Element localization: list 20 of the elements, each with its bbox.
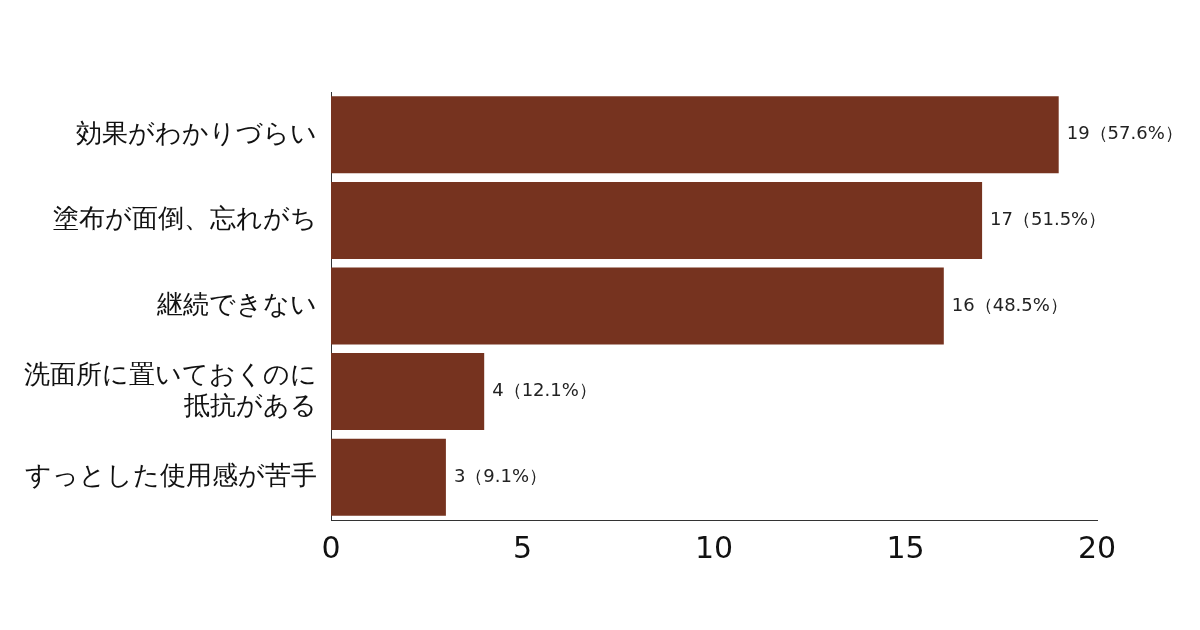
data-label: 3（9.1%） — [453, 464, 548, 486]
x-tick-label: 20 — [1077, 529, 1117, 565]
y-tick-label: すっとした使用感が苦手 — [25, 459, 317, 490]
bar — [331, 438, 446, 516]
y-tick-label: 塗布が面倒、忘れがち — [53, 203, 317, 234]
x-tick-label: 5 — [512, 529, 533, 565]
y-tick-label: 洗面所に置いておくのに抵抗がある — [24, 358, 317, 420]
bar — [331, 353, 485, 431]
y-tick-label: 効果がわかりづらい — [76, 117, 317, 148]
x-tick-label: 10 — [694, 529, 734, 565]
y-tick-label: 継続できない — [156, 288, 317, 319]
bar — [331, 267, 944, 345]
data-label: 19（57.6%） — [1066, 122, 1183, 144]
x-tick-label: 15 — [886, 529, 925, 565]
x-tick-label: 0 — [321, 529, 341, 565]
bar — [331, 181, 983, 259]
bar — [331, 96, 1059, 174]
data-label: 17（51.5%） — [990, 208, 1107, 230]
data-label: 4（12.1%） — [492, 379, 597, 401]
data-label: 16（48.5%） — [951, 293, 1068, 315]
